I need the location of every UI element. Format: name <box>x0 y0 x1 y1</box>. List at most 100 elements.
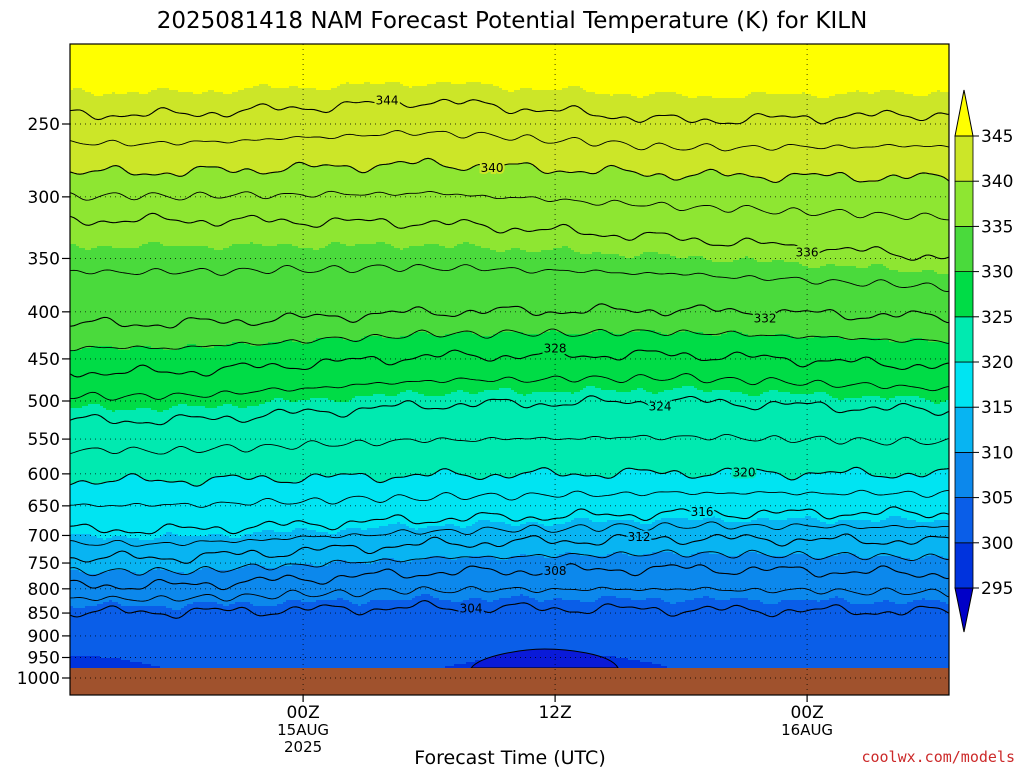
theta-band-cell <box>112 536 116 571</box>
theta-band-cell <box>649 392 653 471</box>
theta-band-cell <box>145 346 149 409</box>
theta-band-cell <box>922 44 926 97</box>
theta-band-cell <box>739 522 743 555</box>
theta-band-cell <box>478 480 482 521</box>
theta-band-cell <box>328 400 332 477</box>
theta-band-cell <box>898 44 902 93</box>
theta-band-cell <box>679 332 683 389</box>
theta-band-cell <box>622 392 626 471</box>
theta-band-cell <box>205 92 209 167</box>
theta-band-cell <box>895 478 899 517</box>
theta-band-cell <box>583 90 587 173</box>
theta-band-cell <box>466 526 470 559</box>
theta-band-cell <box>817 392 821 475</box>
theta-band-cell <box>592 386 596 477</box>
theta-band-cell <box>589 476 593 521</box>
theta-band-cell <box>694 520 698 555</box>
theta-band-cell <box>256 606 260 668</box>
theta-band-cell <box>877 602 881 668</box>
theta-band-cell <box>133 662 137 668</box>
theta-band-cell <box>709 44 713 97</box>
theta-band-cell <box>772 94 776 183</box>
theta-band-cell <box>289 532 293 567</box>
theta-band-cell <box>172 350 176 407</box>
theta-band-cell <box>331 476 335 535</box>
theta-band-cell <box>115 248 119 349</box>
theta-band-cell <box>700 390 704 477</box>
theta-band-cell <box>736 44 740 99</box>
y-tick-label: 600 <box>28 465 60 485</box>
theta-band-cell <box>346 340 350 403</box>
theta-band-cell <box>895 176 899 271</box>
theta-band-cell <box>325 398 329 477</box>
theta-band-cell <box>937 90 941 177</box>
theta-band-cell <box>550 600 554 655</box>
theta-band-cell <box>700 332 704 391</box>
theta-band-cell <box>196 602 200 668</box>
theta-band-cell <box>931 554 935 601</box>
theta-band-cell <box>625 334 629 393</box>
theta-band-cell <box>133 410 137 475</box>
theta-band-cell <box>457 526 461 559</box>
theta-band-cell <box>187 92 191 173</box>
theta-band-cell <box>826 394 830 473</box>
theta-band-cell <box>691 98 695 177</box>
theta-band-cell <box>220 250 224 347</box>
theta-band-cell <box>619 472 623 521</box>
theta-band-cell <box>844 398 848 473</box>
theta-band-cell <box>274 44 278 89</box>
theta-band-cell <box>481 44 485 85</box>
theta-band-cell <box>715 98 719 171</box>
theta-band-cell <box>844 600 848 668</box>
theta-band-cell <box>676 472 680 519</box>
theta-band-cell <box>73 570 77 609</box>
theta-band-cell <box>670 44 674 93</box>
theta-band-cell <box>250 564 254 605</box>
theta-band-cell <box>361 562 365 605</box>
theta-band-cell <box>880 44 884 91</box>
theta-band-cell <box>598 330 602 389</box>
theta-band-cell <box>172 572 176 611</box>
theta-band-cell <box>550 558 554 601</box>
chart-title: 2025081418 NAM Forecast Potential Temper… <box>157 8 868 34</box>
theta-band-cell <box>781 44 785 95</box>
theta-band-cell <box>91 484 95 537</box>
theta-band-cell <box>100 170 104 247</box>
plot-area: 3043043043083083083123123123163163163203… <box>70 44 949 668</box>
theta-band-cell <box>466 242 470 333</box>
theta-band-cell <box>271 342 275 401</box>
theta-band-cell <box>250 604 254 668</box>
theta-band-cell <box>136 476 140 539</box>
theta-band-cell <box>118 570 122 605</box>
theta-band-cell <box>361 338 365 397</box>
theta-band-cell <box>70 90 74 173</box>
theta-band-cell <box>73 484 77 535</box>
theta-band-cell <box>823 522 827 559</box>
theta-band-cell <box>304 564 308 603</box>
theta-band-cell <box>775 604 779 668</box>
theta-band-cell <box>733 470 737 523</box>
theta-band-cell <box>364 564 368 605</box>
theta-band-cell <box>289 600 293 668</box>
colorbar-label: 335 <box>981 217 1013 237</box>
theta-band-cell <box>895 44 899 93</box>
theta-band-cell <box>103 246 107 347</box>
theta-band-cell <box>661 600 665 667</box>
theta-band-cell <box>934 404 938 471</box>
theta-band-cell <box>247 344 251 407</box>
theta-band-cell <box>130 248 134 349</box>
theta-band-cell <box>463 558 467 601</box>
theta-band-cell <box>583 602 587 657</box>
theta-band-cell <box>415 164 419 247</box>
theta-band-cell <box>586 44 590 93</box>
theta-band-cell <box>91 404 95 485</box>
theta-band-cell <box>301 528 305 565</box>
theta-band-cell <box>850 44 854 93</box>
theta-band-cell <box>145 664 149 668</box>
theta-band-cell <box>388 338 392 397</box>
theta-band-cell <box>709 170 713 261</box>
theta-band-cell <box>820 336 824 393</box>
theta-band-cell <box>436 556 440 599</box>
theta-band-cell <box>505 560 509 599</box>
theta-band-cell <box>631 660 635 668</box>
